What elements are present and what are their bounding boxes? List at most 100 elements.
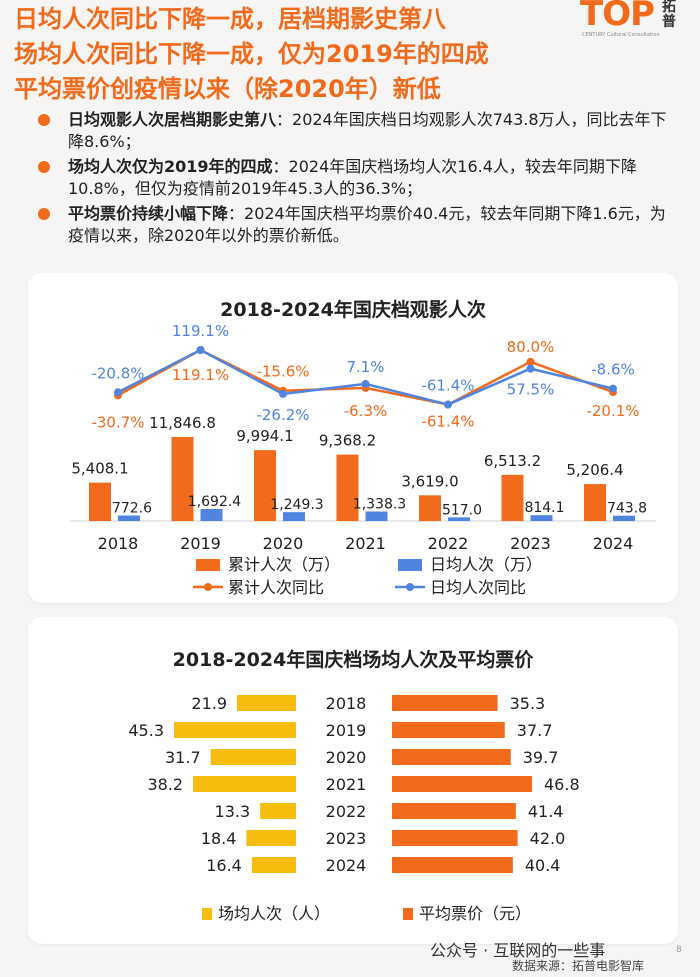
- daily-yoy-point: [196, 346, 205, 354]
- wechat-account: 公众号 · 互联网的一些事: [430, 941, 606, 960]
- legend-label: 平均票价（元）: [419, 904, 531, 923]
- data-label-daily-yoy: 119.1%: [172, 322, 229, 340]
- logo-en: CENTURY Cultural Consultation: [582, 32, 660, 38]
- bar-cumulative: [336, 454, 359, 521]
- bar-daily: [530, 515, 553, 521]
- bar-avg-attendance: [237, 695, 296, 711]
- data-label-daily-yoy: 57.5%: [507, 381, 555, 399]
- chart-title: 2018-2024年国庆档观影人次: [220, 299, 486, 321]
- data-label-avg-attendance: 45.3: [128, 721, 164, 740]
- summary-bullets: 日均观影人次居档期影史第八：2024年国庆档日均观影人次743.8万人，同比去年…: [34, 109, 674, 250]
- headline: 日均人次同比下降一成，居档期影史第八 场均人次同比下降一成，仅为2019年的四成…: [14, 2, 554, 107]
- data-label-cumulative-yoy: 119.1%: [172, 366, 229, 384]
- daily-yoy-point: [526, 364, 535, 373]
- legend-swatch-price: [403, 908, 413, 920]
- bar-daily: [118, 515, 140, 521]
- bar-cumulative: [171, 437, 194, 521]
- x-tick-label: 2020: [263, 534, 304, 553]
- y-category-label: 2022: [326, 802, 367, 821]
- daily-yoy-point: [279, 389, 287, 398]
- data-label-cumulative: 9,994.1: [236, 427, 293, 445]
- bullet-dot-icon: [38, 161, 50, 173]
- data-label-avg-price: 35.3: [510, 694, 546, 713]
- legend-label: 场均人次（人）: [218, 904, 330, 923]
- legend-label: 日均人次（万）: [430, 555, 542, 574]
- bar-avg-attendance: [210, 749, 296, 765]
- legend-swatch-daily: [398, 559, 422, 571]
- legend-label: 累计人次同比: [228, 578, 324, 597]
- logo-mark: TOP: [580, 0, 655, 34]
- data-source: 数据来源：拓普电影智库: [512, 959, 645, 973]
- daily-yoy-point: [444, 400, 452, 409]
- data-label-avg-attendance: 18.4: [201, 829, 237, 848]
- data-label-avg-attendance: 31.7: [165, 748, 201, 767]
- data-label-avg-attendance: 13.3: [215, 802, 251, 821]
- data-label-avg-price: 42.0: [530, 829, 566, 848]
- bar-cumulative: [501, 474, 524, 521]
- daily-yoy-point: [609, 384, 617, 393]
- data-label-cumulative-yoy: -20.1%: [586, 402, 639, 420]
- page-number: 8: [676, 945, 682, 955]
- bar-avg-price: [392, 857, 513, 873]
- x-tick-label: 2018: [98, 534, 139, 553]
- headline-line: 平均票价创疫情以来（除2020年）新低: [14, 75, 441, 103]
- data-label-daily: 1,692.4: [188, 494, 242, 510]
- data-label-daily-yoy: -20.8%: [91, 364, 144, 382]
- data-label-cumulative-yoy: -6.3%: [344, 402, 388, 420]
- y-category-label: 2019: [326, 721, 367, 740]
- legend-label: 累计人次（万）: [228, 555, 340, 574]
- data-label-cumulative: 11,846.8: [149, 414, 216, 432]
- data-label-cumulative: 9,368.2: [319, 432, 376, 450]
- data-label-cumulative-yoy: -61.4%: [421, 413, 474, 431]
- bar-daily: [448, 517, 470, 521]
- x-tick-label: 2024: [593, 534, 634, 553]
- bar-avg-attendance: [260, 803, 296, 819]
- data-label-daily-yoy: 7.1%: [346, 358, 384, 376]
- data-label-cumulative-yoy: -15.6%: [256, 363, 309, 381]
- x-tick-label: 2019: [180, 534, 221, 553]
- bar-avg-attendance: [174, 722, 296, 738]
- data-label-avg-attendance: 21.9: [191, 694, 227, 713]
- bullet-dot-icon: [38, 114, 50, 126]
- data-label-avg-price: 40.4: [525, 856, 561, 875]
- chart-title: 2018-2024年国庆档场均人次及平均票价: [172, 649, 534, 671]
- data-label-avg-price: 37.7: [517, 721, 553, 740]
- data-label-daily: 743.8: [607, 501, 647, 517]
- price-chart-card: 2018-2024年国庆档场均人次及平均票价 21.9 2018 35.3 45.3 2…: [28, 617, 678, 944]
- legend-swatch-attendance: [202, 908, 212, 920]
- legend-label: 日均人次同比: [430, 578, 526, 597]
- data-label-cumulative-yoy: 80.0%: [507, 338, 555, 356]
- x-tick-label: 2023: [510, 534, 551, 553]
- data-label-avg-attendance: 38.2: [147, 775, 183, 794]
- bar-avg-price: [392, 695, 498, 711]
- y-category-label: 2024: [326, 856, 367, 875]
- data-label-avg-price: 39.7: [523, 748, 559, 767]
- legend-marker-cumulative-yoy: [204, 583, 212, 591]
- bar-cumulative: [419, 495, 441, 521]
- bar-avg-price: [392, 803, 516, 819]
- attendance-chart-card: 2018-2024年国庆档观影人次 5,408.1 772.6 2018 11,846…: [28, 273, 678, 603]
- bullet-bold: 场均人次仅为2019年的四成: [68, 157, 273, 176]
- data-label-avg-price: 41.4: [528, 802, 564, 821]
- data-label-daily-yoy: -26.2%: [256, 406, 309, 424]
- bar-daily: [283, 512, 305, 521]
- data-label-daily: 1,338.3: [353, 497, 406, 513]
- bar-avg-price: [392, 749, 511, 765]
- bar-avg-price: [392, 776, 532, 792]
- x-tick-label: 2021: [345, 534, 386, 553]
- bar-daily: [365, 511, 388, 521]
- data-label-daily-yoy: -8.6%: [591, 361, 635, 379]
- bullet-bold: 日均观影人次居档期影史第八: [68, 110, 277, 129]
- data-label-avg-attendance: 16.4: [206, 856, 242, 875]
- bar-daily: [200, 509, 223, 521]
- bar-cumulative: [254, 450, 276, 521]
- bullet-item: 平均票价持续小幅下降：2024年国庆档平均票价40.4元，较去年同期下降1.6元…: [34, 203, 674, 247]
- bullet-bold: 平均票价持续小幅下降: [68, 204, 229, 223]
- bar-avg-price: [392, 830, 518, 846]
- bar-avg-attendance: [193, 776, 296, 792]
- y-category-label: 2023: [326, 829, 367, 848]
- bar-cumulative: [89, 482, 111, 521]
- bullet-text: ：2024年国庆档平均票价40.4元，较去年同期下降1.6元，为疫情以来，除20…: [68, 204, 666, 245]
- bar-avg-attendance: [251, 857, 296, 873]
- data-label-daily: 814.1: [524, 500, 564, 516]
